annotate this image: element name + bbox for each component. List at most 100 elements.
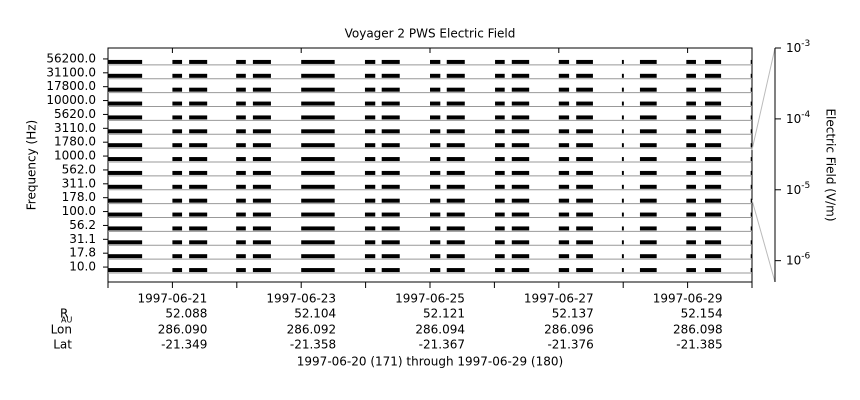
data-block [621, 59, 624, 64]
data-block [446, 198, 465, 203]
data-block [576, 226, 593, 231]
data-block [172, 240, 183, 245]
data-block [576, 59, 593, 64]
data-block [172, 170, 183, 175]
data-block [364, 73, 376, 78]
data-block [686, 226, 696, 231]
data-block [236, 101, 246, 106]
data-block [495, 254, 505, 259]
data-block [558, 73, 570, 78]
x-tick-label: 1997-06-25 [395, 292, 465, 306]
data-block [750, 101, 752, 106]
data-block [252, 87, 271, 92]
data-block [495, 101, 505, 106]
data-block [430, 184, 441, 189]
data-block [704, 184, 722, 189]
data-block [704, 101, 722, 106]
data-block [252, 143, 271, 148]
y-tick-label: 31100.0 [46, 65, 96, 79]
data-block [576, 268, 593, 273]
y2-tick-label: 10-3 [786, 39, 810, 55]
ephemeris-label: Lat [53, 338, 72, 352]
data-block [446, 157, 465, 162]
data-block [686, 115, 696, 120]
data-block [364, 157, 376, 162]
data-block [750, 170, 752, 175]
data-block [172, 268, 183, 273]
data-block [236, 157, 246, 162]
data-block [686, 129, 696, 134]
data-block [558, 101, 570, 106]
data-block [511, 59, 530, 64]
data-block [236, 240, 246, 245]
data-block [301, 212, 335, 217]
data-block [108, 254, 143, 259]
data-block [495, 143, 505, 148]
data-block [621, 212, 624, 217]
data-block [381, 115, 400, 120]
data-block [381, 101, 400, 106]
data-block [381, 59, 400, 64]
data-block [511, 198, 530, 203]
data-block [558, 212, 570, 217]
data-block [301, 87, 335, 92]
data-block [576, 115, 593, 120]
data-block [639, 254, 657, 259]
data-block [430, 143, 441, 148]
ephemeris-value: -21.367 [419, 338, 465, 352]
data-block [430, 59, 441, 64]
data-block [704, 115, 722, 120]
data-block [236, 87, 246, 92]
data-block [364, 170, 376, 175]
data-block [189, 87, 208, 92]
data-block [108, 59, 143, 64]
ephemeris-value: -21.358 [290, 338, 336, 352]
data-block [750, 184, 752, 189]
ephemeris-value: 286.092 [287, 323, 337, 337]
data-block [495, 129, 505, 134]
y-tick-label: 56.2 [69, 218, 96, 232]
data-block [189, 59, 208, 64]
data-block [446, 73, 465, 78]
data-block [750, 129, 752, 134]
data-block [686, 212, 696, 217]
data-block [364, 143, 376, 148]
data-block [576, 184, 593, 189]
data-block [108, 157, 143, 162]
data-block [446, 101, 465, 106]
data-block [511, 157, 530, 162]
data-block [621, 157, 624, 162]
data-block [430, 198, 441, 203]
data-block [495, 87, 505, 92]
connector [751, 199, 776, 283]
data-block [446, 254, 465, 259]
ephemeris-value: 286.096 [544, 323, 594, 337]
data-block [511, 226, 530, 231]
data-block [558, 87, 570, 92]
ephemeris-value: 286.094 [415, 323, 465, 337]
data-block [108, 115, 143, 120]
data-block [381, 226, 400, 231]
data-block [511, 73, 530, 78]
y-tick-label: 10000.0 [46, 93, 96, 107]
data-block [364, 184, 376, 189]
data-block [704, 240, 722, 245]
data-block [236, 143, 246, 148]
data-block [704, 59, 722, 64]
data-block [495, 198, 505, 203]
data-block [686, 184, 696, 189]
data-block [430, 115, 441, 120]
data-block [252, 184, 271, 189]
data-block [108, 101, 143, 106]
ephemeris-subscript: AU [61, 316, 72, 325]
data-block [430, 87, 441, 92]
data-block [301, 240, 335, 245]
data-block [364, 268, 376, 273]
data-block [576, 212, 593, 217]
data-block [704, 143, 722, 148]
data-block [236, 212, 246, 217]
data-block [576, 157, 593, 162]
data-block [639, 212, 657, 217]
data-block [621, 101, 624, 106]
data-block [430, 157, 441, 162]
